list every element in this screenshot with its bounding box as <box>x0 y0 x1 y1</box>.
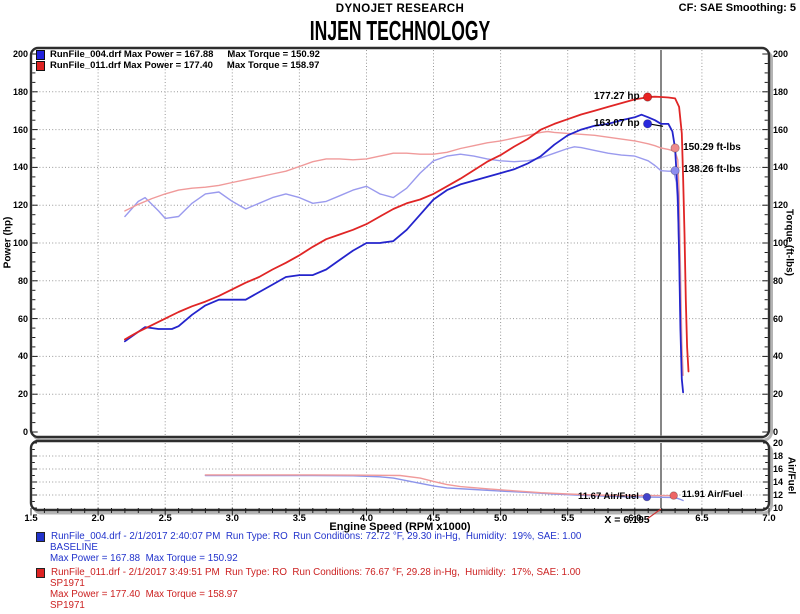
legend-file-power: RunFile_011.drf Max Power = 177.40 <box>50 60 213 71</box>
brand-header: DYNOJET RESEARCH <box>335 3 465 15</box>
y-tick-label: 180 <box>773 86 789 97</box>
x-tick-label: 4.0 <box>359 513 374 524</box>
legend-torque: Max Torque = 150.92 <box>227 49 320 60</box>
legend-entry: RunFile_004.drf Max Power = 167.88 Max To… <box>36 49 320 60</box>
af-tick-label: 20 <box>773 438 784 448</box>
run-info-text: RunFile_004.drf - 2/1/2017 2:40:07 PM Ru… <box>51 531 582 542</box>
airfuel-axis-title: Air/Fuel <box>785 456 797 495</box>
x-tick-label: 3.0 <box>225 513 239 524</box>
run-info-line: SP1971 <box>36 578 776 589</box>
annotation-dot <box>670 166 680 176</box>
x-tick-label: 2.0 <box>91 513 105 524</box>
annotation-label: 163.07 hp <box>593 117 640 129</box>
y-tick-label: 0 <box>22 427 28 437</box>
y-tick-label: 200 <box>773 49 789 59</box>
legend-file-power: RunFile_004.drf Max Power = 167.88 <box>50 49 214 60</box>
legend-swatch-icon <box>36 60 45 71</box>
x-axis-title: Engine Speed (RPM x1000) <box>329 521 471 533</box>
annotation-label: 150.29 ft-lbs <box>683 141 741 153</box>
run-info-block: RunFile_004.drf - 2/1/2017 2:40:07 PM Ru… <box>36 531 776 564</box>
torque-axis-title: Torque (ft-lbs) <box>783 208 795 277</box>
correction-smoothing-label: CF: SAE Smoothing: 5 <box>678 2 796 14</box>
y-tick-label: 80 <box>773 275 784 286</box>
y-tick-label: 20 <box>773 389 784 400</box>
y-tick-label: 20 <box>17 389 28 400</box>
legend-entry: RunFile_011.drf Max Power = 177.40 Max To… <box>36 60 320 71</box>
cursor-x-readout: X = 6.195 <box>604 514 650 526</box>
y-tick-label: 60 <box>17 313 28 324</box>
power-curve-baseline <box>124 113 684 394</box>
y-tick-label: 80 <box>17 275 28 286</box>
y-tick-label: 160 <box>773 124 789 135</box>
run-info-footer: RunFile_004.drf - 2/1/2017 2:40:07 PM Ru… <box>36 531 776 614</box>
x-tick-label: 5.0 <box>494 513 508 524</box>
annotation-label: 11.91 Air/Fuel <box>681 489 743 501</box>
y-tick-label: 120 <box>773 200 789 211</box>
x-tick-label: 6.0 <box>628 513 642 524</box>
run-swatch-icon <box>36 567 45 578</box>
annotation-connector <box>651 123 664 127</box>
y-tick-label: 140 <box>773 162 789 173</box>
annotation-label: 11.67 Air/Fuel <box>577 490 639 502</box>
y-tick-label: 100 <box>12 238 28 248</box>
y-tick-label: 160 <box>12 124 28 135</box>
y-tick-label: 40 <box>773 351 784 362</box>
run-info-text: Max Power = 167.88 Max Torque = 150.92 <box>50 553 238 564</box>
airfuel-curve-baseline <box>204 474 684 502</box>
run-info-line: BASELINE <box>36 542 776 553</box>
y-tick-label: 140 <box>12 162 28 173</box>
run-info-header-line: RunFile_011.drf - 2/1/2017 3:49:51 PM Ru… <box>36 567 776 578</box>
run-info-line: Max Power = 167.88 Max Torque = 150.92 <box>36 553 776 564</box>
legend-swatch-icon <box>36 49 45 60</box>
airfuel-curve-sp1971 <box>204 474 675 497</box>
y-tick-label: 180 <box>12 86 28 97</box>
annotation-dot <box>642 492 652 502</box>
af-tick-label: 14 <box>773 477 784 487</box>
torque-curve-baseline <box>124 146 683 369</box>
af-tick-label: 16 <box>773 464 784 474</box>
annotation-dot <box>670 143 680 153</box>
run-info-text: SP1971 <box>50 578 85 589</box>
y-tick-label: 120 <box>12 200 28 211</box>
run-info-header-line: RunFile_004.drf - 2/1/2017 2:40:07 PM Ru… <box>36 531 776 542</box>
run-info-text: Max Power = 177.40 Max Torque = 158.97 <box>50 589 238 600</box>
run-info-line: SP1971 <box>36 600 776 611</box>
annotation-label: 138.26 ft-lbs <box>683 164 741 176</box>
x-tick-label: 6.5 <box>695 513 709 524</box>
run-info-line: Max Power = 177.40 Max Torque = 158.97 <box>36 589 776 600</box>
annotation-dot <box>669 491 678 500</box>
torque-curve-sp1971 <box>124 130 684 376</box>
run-info-text: BASELINE <box>50 542 98 553</box>
cursor-pointer-line <box>646 508 662 520</box>
legend-torque: Max Torque = 158.97 <box>226 60 320 71</box>
run-swatch-icon <box>36 531 45 542</box>
x-tick-label: 1.5 <box>24 513 38 524</box>
y-tick-label: 200 <box>12 49 28 59</box>
annotation-dot <box>642 92 653 102</box>
main-plot-frame <box>29 46 771 439</box>
af-tick-label: 12 <box>773 490 784 500</box>
run-info-text: SP1971 <box>50 600 85 611</box>
x-tick-label: 5.5 <box>561 513 575 524</box>
af-tick-label: 10 <box>773 503 784 513</box>
annotation-label: 177.27 hp <box>593 90 640 102</box>
y-tick-label: 100 <box>773 238 789 248</box>
page-title: INJEN TECHNOLOGY <box>309 15 491 47</box>
legend: RunFile_004.drf Max Power = 167.88 Max To… <box>36 49 320 71</box>
x-tick-label: 2.5 <box>158 513 172 524</box>
power-curve-sp1971 <box>124 95 690 373</box>
x-tick-label: 3.5 <box>292 513 306 524</box>
power-axis-title: Power (hp) <box>2 216 14 269</box>
y-tick-label: 0 <box>773 427 779 437</box>
y-tick-label: 60 <box>773 313 784 324</box>
x-tick-label: 4.5 <box>426 513 441 524</box>
annotation-dot <box>642 119 653 129</box>
run-info-block: RunFile_011.drf - 2/1/2017 3:49:51 PM Ru… <box>36 567 776 611</box>
af-tick-label: 18 <box>773 451 784 461</box>
run-info-text: RunFile_011.drf - 2/1/2017 3:49:51 PM Ru… <box>51 567 581 578</box>
x-tick-label: 7.0 <box>762 513 776 524</box>
y-tick-label: 40 <box>17 351 28 362</box>
